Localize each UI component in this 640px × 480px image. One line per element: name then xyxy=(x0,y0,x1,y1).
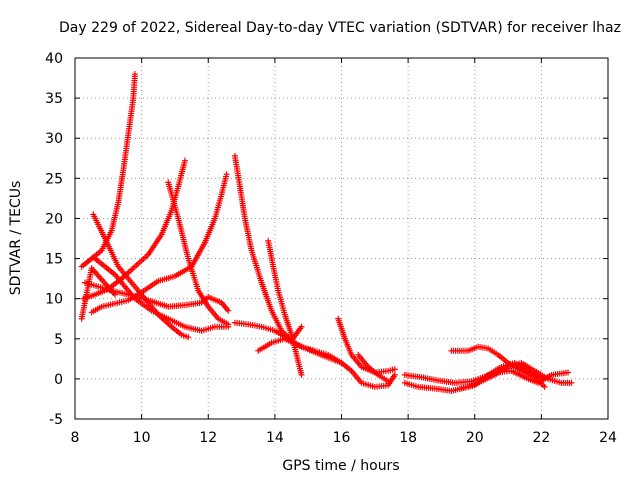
y-axis-label: SDTVAR / TECUs xyxy=(8,181,24,296)
data-point xyxy=(131,71,138,78)
y-tick-label: -5 xyxy=(49,412,63,428)
series-track-13 xyxy=(355,351,392,385)
x-tick-label: 24 xyxy=(599,430,617,446)
data-point xyxy=(338,359,345,366)
x-tick-label: 20 xyxy=(466,430,484,446)
x-axis-label: GPS time / hours xyxy=(282,458,399,474)
data-point xyxy=(565,369,572,376)
series-track-18 xyxy=(78,265,118,322)
data-point xyxy=(185,334,192,341)
x-tick-label: 14 xyxy=(266,430,284,446)
x-tick-label: 12 xyxy=(199,430,217,446)
data-point xyxy=(391,371,398,378)
data-point xyxy=(385,378,392,385)
data-point xyxy=(538,375,545,382)
data-point xyxy=(181,157,188,164)
series-track-7 xyxy=(165,179,232,328)
data-point xyxy=(223,171,230,178)
data-point xyxy=(225,321,232,328)
x-tick-label: 10 xyxy=(133,430,151,446)
series-track-2 xyxy=(80,157,188,302)
y-tick-label: 10 xyxy=(45,292,63,308)
y-tick-label: 25 xyxy=(45,171,63,187)
y-tick-label: 5 xyxy=(54,332,63,348)
y-tick-label: 15 xyxy=(45,252,63,268)
y-tick-label: 30 xyxy=(45,131,63,147)
data-point xyxy=(225,307,232,314)
series-track-11 xyxy=(255,335,345,366)
y-tick-label: 20 xyxy=(45,211,63,227)
data-point xyxy=(541,383,548,390)
y-tick-label: 40 xyxy=(45,51,63,67)
y-tick-label: 0 xyxy=(54,372,63,388)
data-point xyxy=(298,371,305,378)
x-tick-label: 22 xyxy=(532,430,550,446)
series-track-3 xyxy=(88,171,230,316)
x-tick-label: 18 xyxy=(399,430,417,446)
series-track-17 xyxy=(458,359,545,392)
x-tick-label: 8 xyxy=(71,430,80,446)
data-point xyxy=(111,291,118,298)
data-point xyxy=(298,323,305,330)
chart-title: Day 229 of 2022, Sidereal Day-to-day VTE… xyxy=(59,20,621,36)
x-tick-label: 16 xyxy=(333,430,351,446)
series-track-5 xyxy=(81,279,232,314)
data-points-layer xyxy=(78,71,575,394)
series-track-9 xyxy=(265,237,305,378)
data-point xyxy=(391,366,398,373)
series-track-1 xyxy=(78,71,138,270)
grid-layer xyxy=(75,58,608,419)
y-tick-label: 35 xyxy=(45,91,63,107)
series-track-6 xyxy=(91,255,232,334)
tick-labels-layer: 8 10 12 14 16 18 20 22 24 -5 0 5 10 15 20 25 30 35 40 xyxy=(45,51,617,446)
data-point xyxy=(568,379,575,386)
series-track-8 xyxy=(231,152,305,344)
